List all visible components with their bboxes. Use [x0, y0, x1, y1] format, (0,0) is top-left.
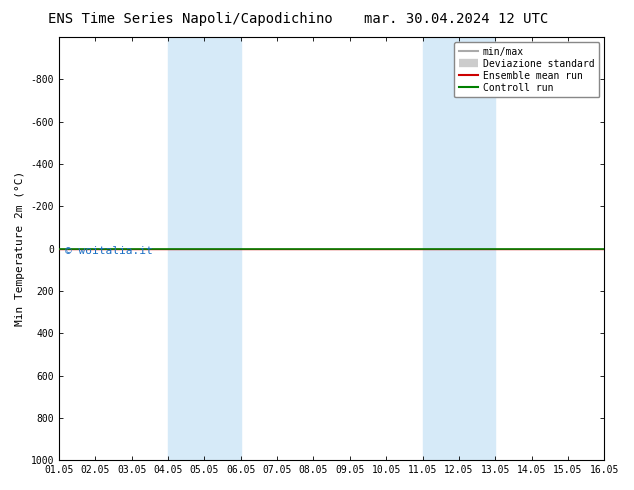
Text: ENS Time Series Napoli/Capodichino: ENS Time Series Napoli/Capodichino	[48, 12, 333, 26]
Bar	[168, 37, 241, 460]
Legend: min/max, Deviazione standard, Ensemble mean run, Controll run: min/max, Deviazione standard, Ensemble m…	[454, 42, 600, 98]
Bar	[422, 37, 495, 460]
Text: © woitalia.it: © woitalia.it	[65, 246, 153, 256]
Text: mar. 30.04.2024 12 UTC: mar. 30.04.2024 12 UTC	[365, 12, 548, 26]
Y-axis label: Min Temperature 2m (°C): Min Temperature 2m (°C)	[15, 171, 25, 326]
